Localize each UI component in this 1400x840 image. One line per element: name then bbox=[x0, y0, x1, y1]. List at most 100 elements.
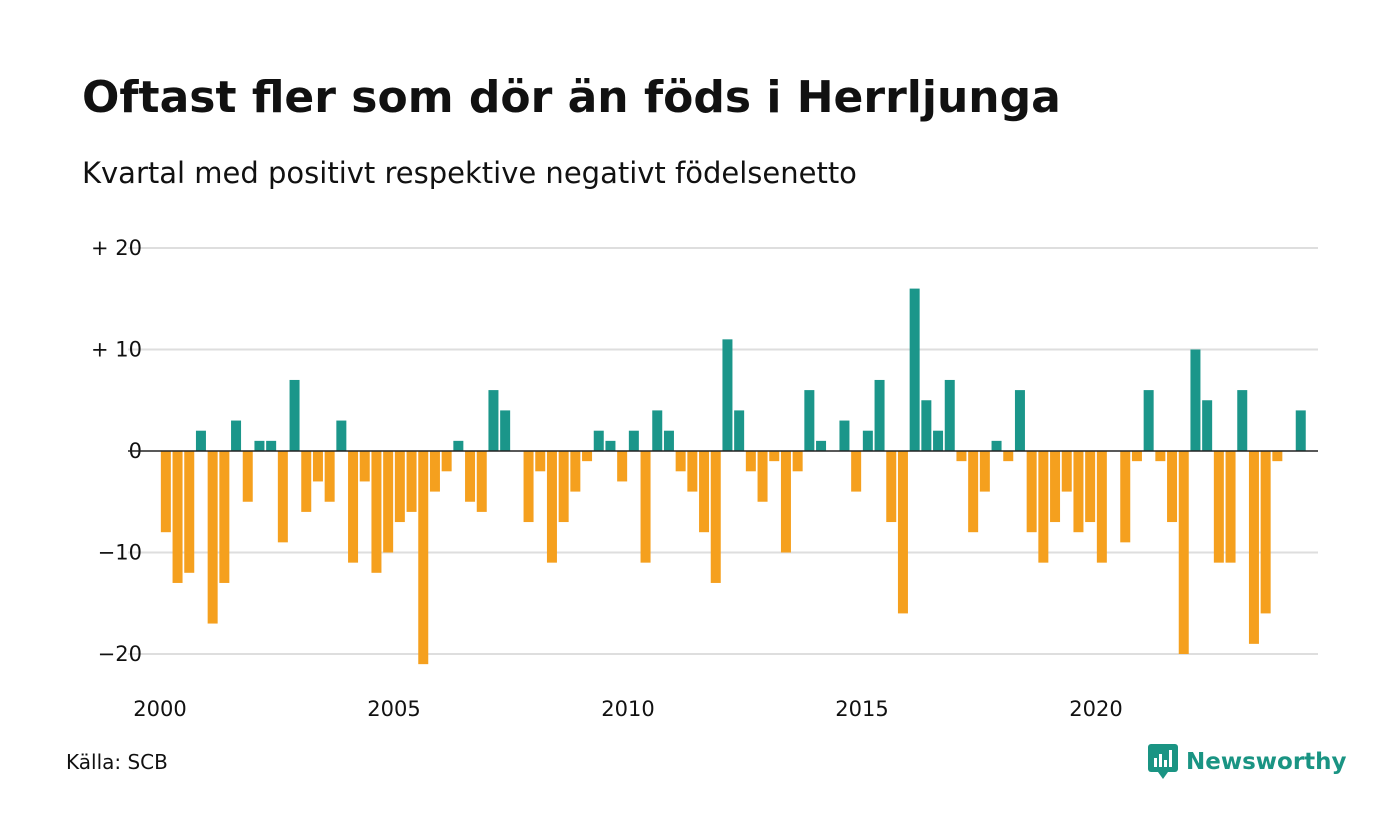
bar bbox=[1085, 451, 1096, 523]
bar bbox=[266, 440, 277, 451]
bar bbox=[277, 451, 288, 543]
y-tick-label: + 20 bbox=[91, 236, 142, 260]
bar bbox=[418, 451, 429, 665]
bar bbox=[757, 451, 768, 502]
bar bbox=[1120, 451, 1131, 543]
x-tick-label: 2000 bbox=[133, 697, 186, 721]
bar bbox=[1155, 451, 1166, 462]
bar bbox=[1225, 451, 1236, 563]
x-tick-label: 2005 bbox=[367, 697, 420, 721]
bar bbox=[1026, 451, 1037, 533]
bar bbox=[991, 440, 1002, 451]
y-tick-label: + 10 bbox=[91, 338, 142, 362]
bar bbox=[699, 451, 710, 533]
bar bbox=[1131, 451, 1142, 462]
bar bbox=[839, 420, 850, 451]
bar bbox=[640, 451, 651, 563]
bar bbox=[1003, 451, 1014, 462]
bar bbox=[523, 451, 534, 523]
y-tick-label: −10 bbox=[98, 541, 142, 565]
bar bbox=[1014, 390, 1025, 451]
bar bbox=[546, 451, 557, 563]
bar bbox=[336, 420, 347, 451]
bar bbox=[301, 451, 312, 512]
bar bbox=[184, 451, 195, 573]
bar bbox=[769, 451, 780, 462]
bar bbox=[406, 451, 417, 512]
bar bbox=[1096, 451, 1107, 563]
bar bbox=[207, 451, 218, 624]
bar bbox=[371, 451, 382, 573]
bar bbox=[944, 379, 955, 451]
bar bbox=[1260, 451, 1271, 614]
bar bbox=[195, 430, 206, 451]
x-tick-label: 2015 bbox=[835, 697, 888, 721]
bar bbox=[242, 451, 253, 502]
bar bbox=[804, 390, 815, 451]
bar bbox=[617, 451, 628, 482]
bar bbox=[219, 451, 230, 583]
chart-subtitle: Kvartal med positivt respektive negativt… bbox=[82, 156, 857, 190]
bar bbox=[160, 451, 171, 533]
bar bbox=[687, 451, 698, 492]
bar bbox=[558, 451, 569, 523]
chart-title: Oftast fler som dör än föds i Herrljunga bbox=[82, 72, 1061, 123]
bar bbox=[675, 451, 686, 472]
brand: Newsworthy bbox=[1148, 744, 1347, 780]
bar bbox=[1202, 400, 1213, 451]
bar bbox=[780, 451, 791, 553]
bar bbox=[933, 430, 944, 451]
bar bbox=[956, 451, 967, 462]
bar bbox=[1143, 390, 1154, 451]
bar bbox=[816, 440, 827, 451]
bar bbox=[1061, 451, 1072, 492]
bar bbox=[968, 451, 979, 533]
bar bbox=[312, 451, 323, 482]
bar bbox=[500, 410, 511, 451]
bar bbox=[1237, 390, 1248, 451]
bar bbox=[874, 379, 885, 451]
bar bbox=[1213, 451, 1224, 563]
bar bbox=[1248, 451, 1259, 644]
bar bbox=[862, 430, 873, 451]
bar bbox=[652, 410, 663, 451]
bar bbox=[254, 440, 265, 451]
bar bbox=[979, 451, 990, 492]
bar bbox=[593, 430, 604, 451]
bar bbox=[897, 451, 908, 614]
bar bbox=[710, 451, 721, 583]
bar bbox=[570, 451, 581, 492]
source-note: Källa: SCB bbox=[66, 750, 168, 774]
bar bbox=[792, 451, 803, 472]
bar bbox=[359, 451, 370, 482]
bar bbox=[289, 379, 300, 451]
bar bbox=[722, 339, 733, 451]
bar bbox=[1050, 451, 1061, 523]
bar bbox=[628, 430, 639, 451]
bar bbox=[909, 288, 920, 451]
bar bbox=[441, 451, 452, 472]
bar bbox=[429, 451, 440, 492]
bar bbox=[1167, 451, 1178, 523]
bar bbox=[745, 451, 756, 472]
x-tick-label: 2010 bbox=[601, 697, 654, 721]
bar bbox=[348, 451, 359, 563]
bar bbox=[488, 390, 499, 451]
bar bbox=[663, 430, 674, 451]
bar bbox=[1272, 451, 1283, 462]
bar bbox=[465, 451, 476, 502]
bar bbox=[1073, 451, 1084, 533]
bar bbox=[1190, 349, 1201, 451]
bar bbox=[394, 451, 405, 523]
grid-lines bbox=[128, 247, 1318, 655]
bar bbox=[1295, 410, 1306, 451]
bar bbox=[921, 400, 932, 451]
bar bbox=[535, 451, 546, 472]
bar bbox=[851, 451, 862, 492]
bar bbox=[383, 451, 394, 553]
bar bbox=[886, 451, 897, 523]
bar bbox=[1038, 451, 1049, 563]
bar bbox=[231, 420, 242, 451]
